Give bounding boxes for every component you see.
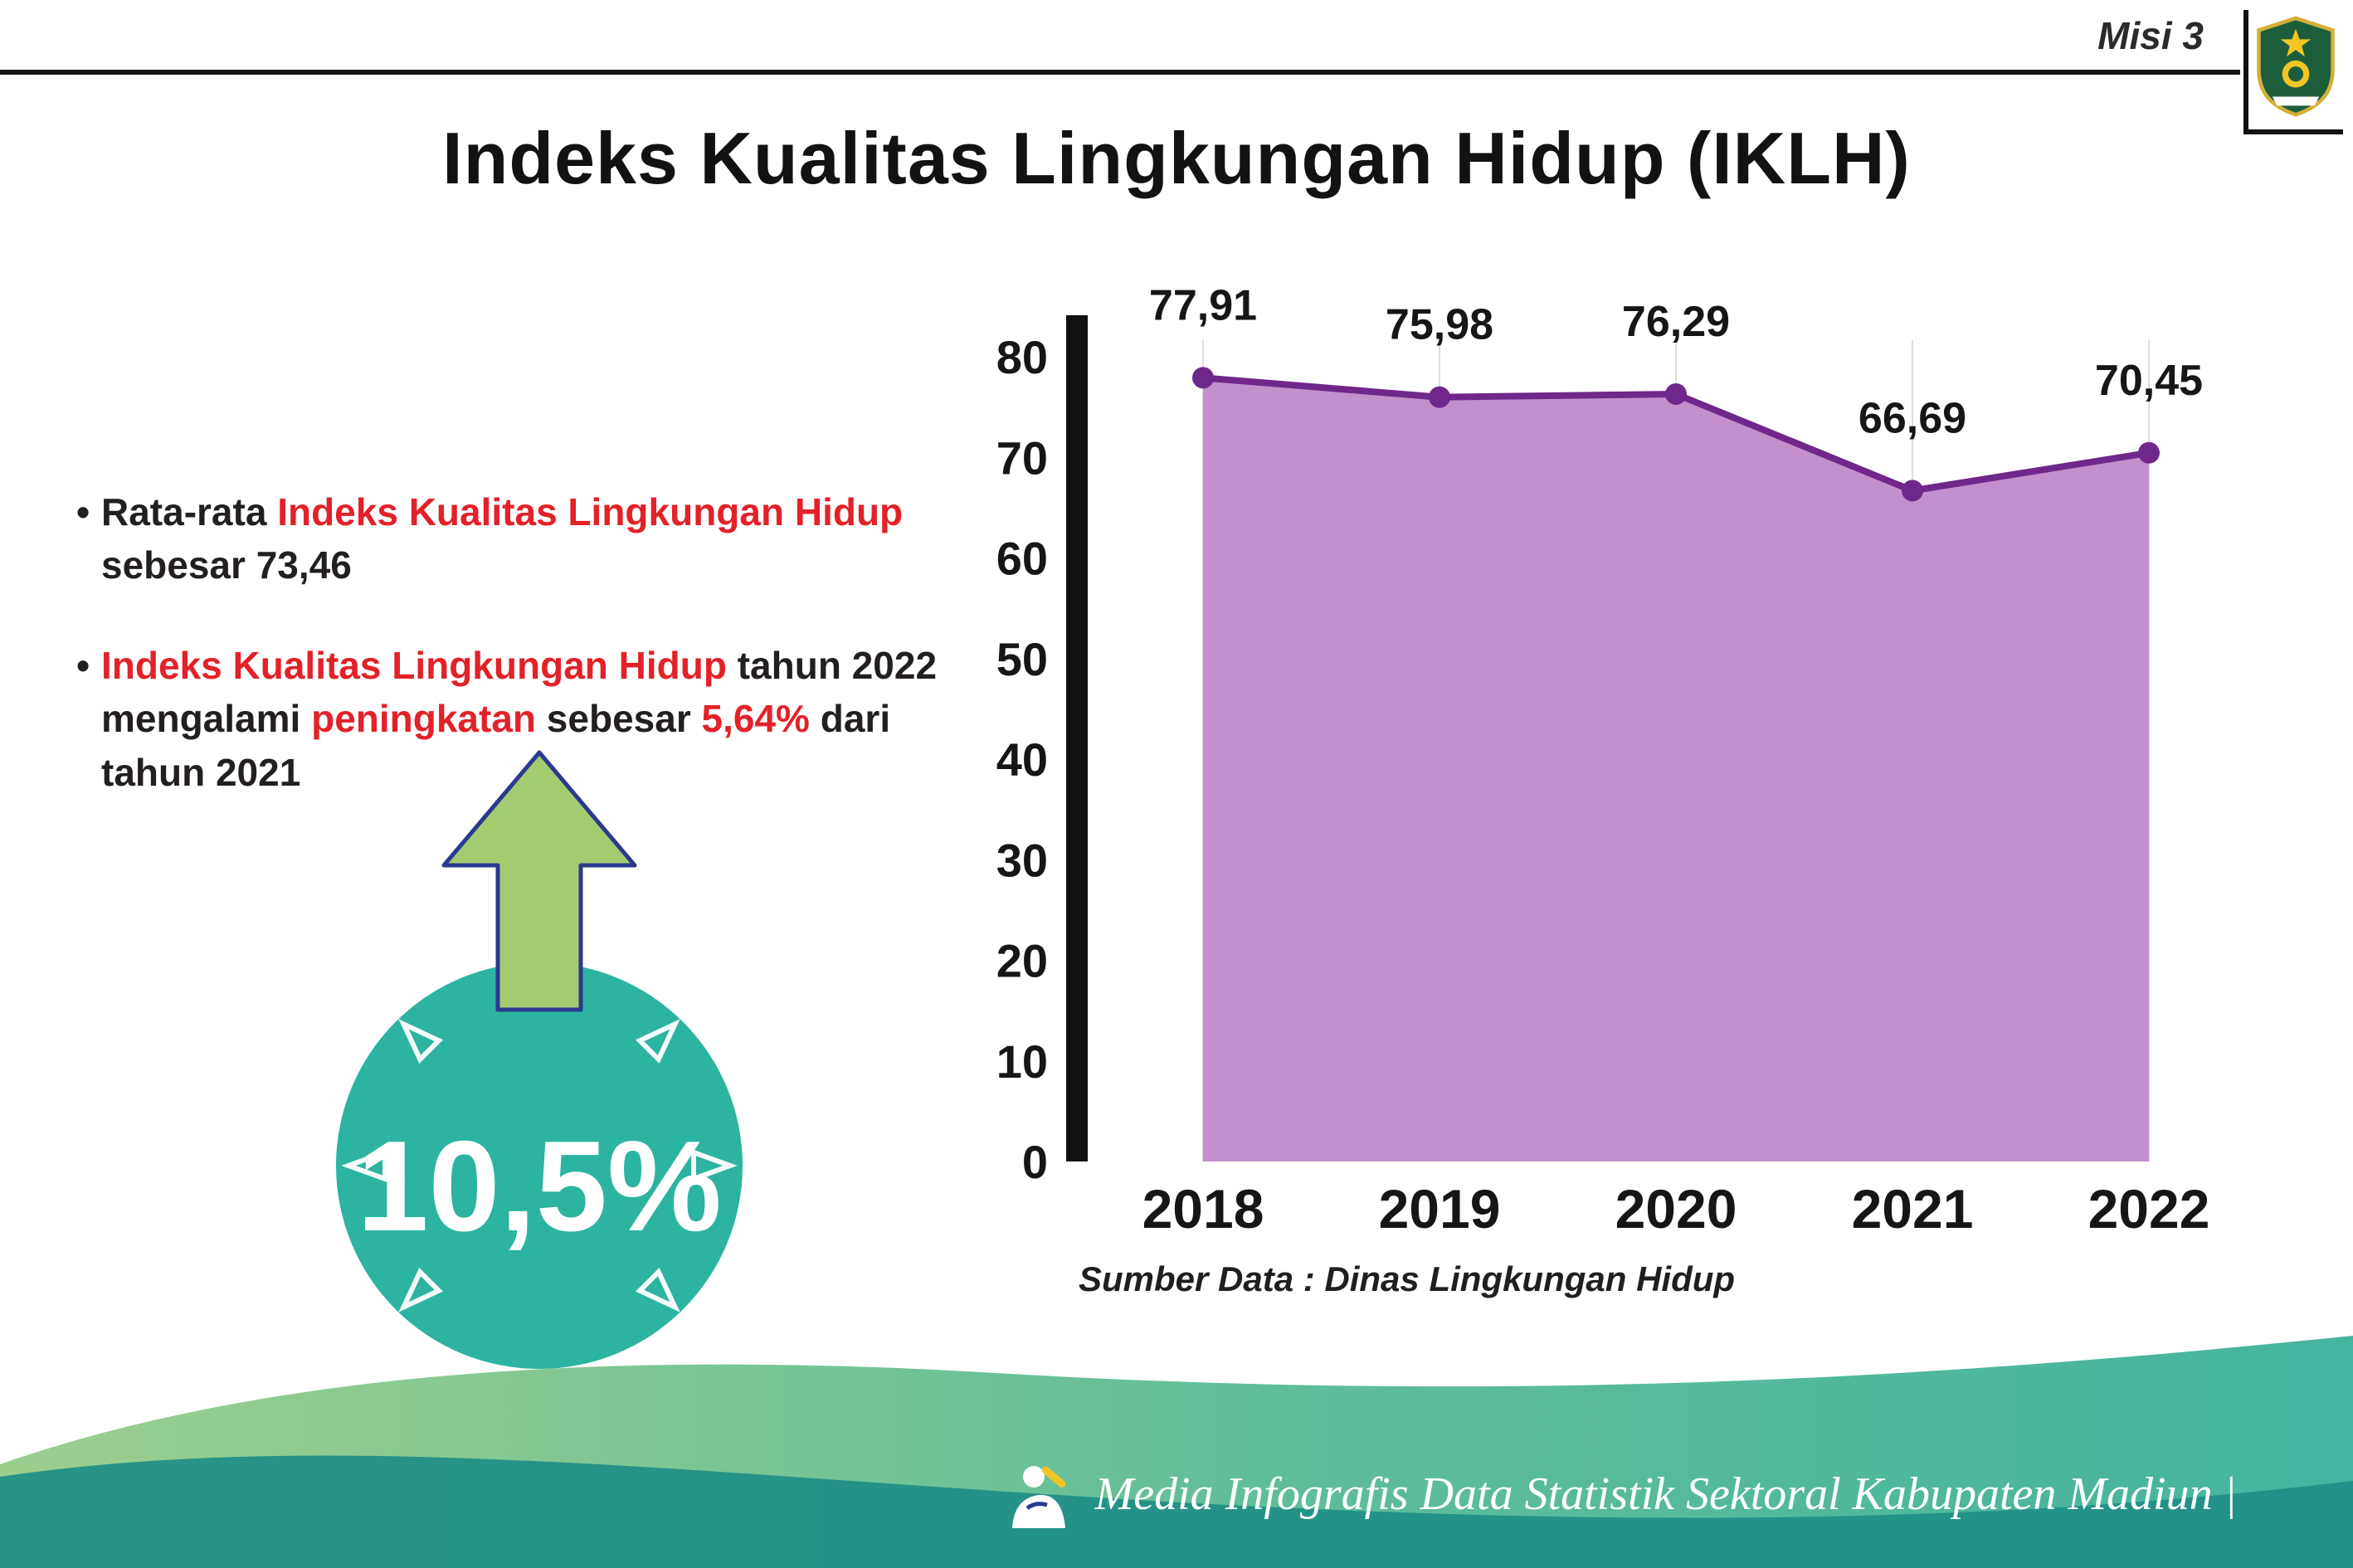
page-title: Indeks Kualitas Lingkungan Hidup (IKLH) bbox=[442, 117, 1911, 199]
svg-text:40: 40 bbox=[996, 733, 1048, 786]
increase-badge: 10,5% bbox=[307, 743, 772, 1390]
bullet-item: • Indeks Kualitas Lingkungan Hidup tahun … bbox=[76, 643, 938, 794]
top-divider bbox=[0, 70, 2240, 75]
up-arrow-icon bbox=[441, 750, 637, 1012]
increase-badge-graphic: 10,5% bbox=[336, 750, 743, 1369]
kabupaten-madiun-crest-icon bbox=[2257, 16, 2335, 117]
svg-text:0: 0 bbox=[1022, 1136, 1048, 1188]
svg-text:20: 20 bbox=[996, 935, 1048, 987]
badge-circle bbox=[336, 962, 743, 1369]
iklh-area-chart: 0 10 20 30 40 50 60 70 80 77,91 75,98 76,29 66,69 70,… bbox=[954, 281, 2248, 1303]
misi-label: Misi 3 bbox=[2097, 14, 2204, 57]
badge-value: 10,5% bbox=[357, 1114, 722, 1258]
chart-source: Sumber Data : Dinas Lingkungan Hidup bbox=[1079, 1259, 1736, 1298]
chart-canvas: 0 10 20 30 40 50 60 70 80 77,91 75,98 76,29 66,69 70,… bbox=[996, 281, 2210, 1239]
svg-text:70: 70 bbox=[996, 431, 1048, 484]
svg-text:10: 10 bbox=[996, 1035, 1048, 1088]
svg-text:2020: 2020 bbox=[1615, 1178, 1737, 1239]
svg-text:2019: 2019 bbox=[1379, 1178, 1501, 1239]
footer-wave-dark bbox=[0, 1455, 2353, 1568]
svg-text:30: 30 bbox=[996, 834, 1048, 886]
svg-text:60: 60 bbox=[996, 533, 1048, 585]
mascot-icon bbox=[1011, 1466, 1066, 1528]
footer-waves bbox=[0, 1336, 2353, 1568]
footer-caption-row: Media Infografis Data Statistik Sektoral… bbox=[1002, 1458, 2237, 1530]
svg-text:50: 50 bbox=[996, 633, 1048, 685]
svg-text:2018: 2018 bbox=[1142, 1178, 1264, 1239]
kabupaten-madiun-logo bbox=[2243, 10, 2343, 134]
svg-text:77,91: 77,91 bbox=[1149, 281, 1257, 329]
svg-text:66,69: 66,69 bbox=[1859, 394, 1966, 442]
footer-caption: Media Infografis Data Statistik Sektoral… bbox=[1094, 1468, 2237, 1520]
svg-text:2022: 2022 bbox=[2088, 1178, 2210, 1239]
svg-text:2021: 2021 bbox=[1852, 1178, 1974, 1239]
bullet-list: • Rata-rata Indeks Kualitas Lingkungan Hi… bbox=[76, 485, 1006, 845]
svg-text:75,98: 75,98 bbox=[1386, 301, 1493, 349]
svg-text:76,29: 76,29 bbox=[1622, 298, 1730, 346]
bullet-item: • Rata-rata Indeks Kualitas Lingkungan Hi… bbox=[76, 490, 904, 587]
svg-text:70,45: 70,45 bbox=[2095, 357, 2203, 405]
badge-triangle-decorations bbox=[341, 1019, 738, 1312]
svg-text:80: 80 bbox=[996, 331, 1048, 383]
